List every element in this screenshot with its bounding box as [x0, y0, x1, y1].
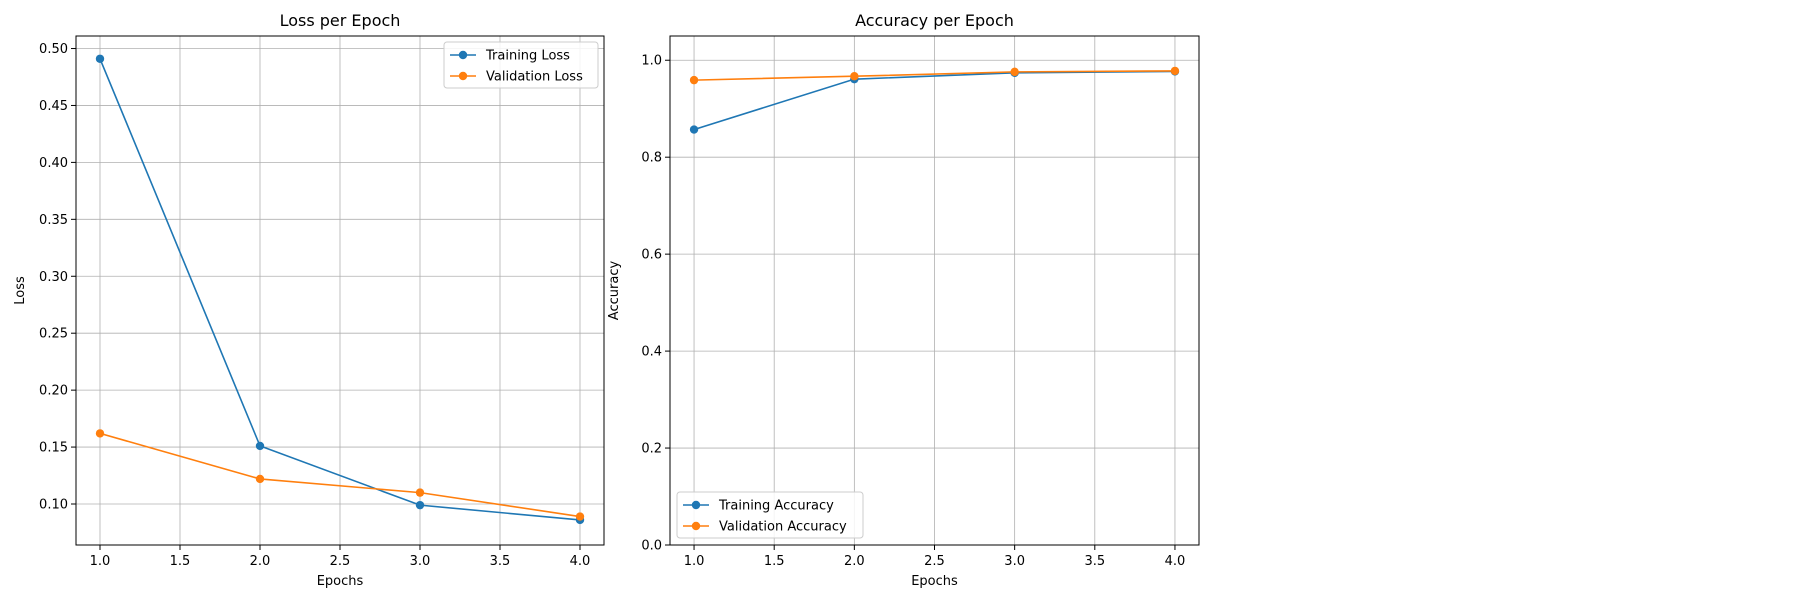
accuracy-chart-x-axis-label: Epochs — [911, 574, 958, 589]
accuracy-x-tick-label: 1.0 — [684, 554, 705, 569]
loss-chart-y-axis-label: Loss — [13, 276, 28, 305]
accuracy-y-tick-label: 1.0 — [641, 54, 662, 69]
accuracy-y-tick-label: 0.8 — [641, 151, 662, 166]
accuracy-y-tick-label: 0.6 — [641, 248, 662, 263]
loss-legend: Training Loss Validation Loss — [443, 41, 599, 89]
loss-y-tick-label: 0.35 — [39, 213, 68, 228]
loss-legend-marker-1 — [458, 71, 468, 81]
accuracy-plot-frame — [669, 35, 1200, 546]
loss-series-line-1 — [99, 432, 581, 518]
accuracy-y-tick-label: 0.2 — [641, 442, 662, 457]
accuracy-x-tick-label: 3.5 — [1084, 554, 1105, 569]
loss-x-tick-label: 1.5 — [170, 554, 191, 569]
accuracy-chart-title: Accuracy per Epoch — [855, 11, 1014, 30]
loss-legend-label-1: Validation Loss — [486, 70, 583, 85]
accuracy-data-point — [689, 125, 699, 134]
loss-x-tick-label: 3.5 — [490, 554, 511, 569]
loss-y-tick-label: 0.40 — [39, 156, 68, 171]
accuracy-chart: Accuracy per Epoch Epochs Accuracy 1.0 1.… — [607, 11, 1200, 589]
accuracy-x-tick-label: 4.0 — [1165, 554, 1186, 569]
accuracy-data-point — [689, 75, 699, 85]
accuracy-legend: Training Accuracy Validation Accuracy — [676, 491, 864, 539]
accuracy-chart-y-axis-label: Accuracy — [607, 261, 622, 321]
loss-y-tick-label: 0.45 — [39, 99, 68, 114]
loss-x-tick-label: 1.0 — [90, 554, 111, 569]
accuracy-legend-box — [676, 491, 864, 539]
loss-legend-label-0: Training Loss — [485, 49, 570, 64]
loss-plot-frame — [75, 35, 605, 546]
loss-x-tick-label: 3.0 — [410, 554, 431, 569]
loss-data-point — [415, 500, 425, 510]
accuracy-x-tick-label: 2.5 — [924, 554, 945, 569]
loss-chart-title: Loss per Epoch — [280, 11, 401, 30]
accuracy-legend-label-1: Validation Accuracy — [719, 520, 847, 535]
accuracy-y-tick-label: 0.4 — [641, 345, 662, 360]
loss-data-point — [415, 488, 425, 497]
accuracy-data-point — [1010, 67, 1019, 77]
loss-x-tick-label: 2.0 — [250, 554, 271, 569]
accuracy-x-tick-label: 1.5 — [764, 554, 785, 569]
loss-y-tick-label: 0.25 — [39, 327, 68, 342]
accuracy-data-point — [1170, 66, 1180, 76]
loss-series-line-0 — [99, 58, 581, 521]
accuracy-data-point — [850, 72, 859, 81]
accuracy-x-tick-label: 3.0 — [1004, 554, 1025, 569]
loss-data-point — [255, 441, 265, 451]
loss-legend-marker-0 — [458, 50, 468, 60]
accuracy-legend-marker-0 — [691, 500, 701, 510]
loss-x-tick-label: 4.0 — [570, 554, 591, 569]
loss-y-tick-label: 0.15 — [39, 441, 68, 456]
loss-chart-x-axis-label: Epochs — [317, 574, 364, 589]
accuracy-legend-label-0: Training Accuracy — [718, 499, 834, 514]
loss-y-tick-label: 0.10 — [39, 498, 68, 513]
loss-data-point — [575, 512, 585, 521]
loss-x-tick-label: 2.5 — [330, 554, 351, 569]
loss-y-tick-label: 0.20 — [39, 384, 68, 399]
loss-chart: Loss per Epoch Epochs Loss 1.0 1.5 2.0 2.5 3… — [13, 11, 605, 589]
loss-data-point — [255, 474, 265, 484]
accuracy-y-tick-label: 0.0 — [641, 539, 662, 554]
loss-y-tick-label: 0.50 — [39, 42, 68, 57]
accuracy-x-tick-label: 2.0 — [844, 554, 865, 569]
loss-legend-box — [443, 41, 599, 89]
accuracy-legend-marker-1 — [691, 521, 701, 531]
accuracy-series-line-1 — [694, 70, 1175, 81]
loss-data-point — [95, 429, 105, 438]
loss-chart-grid — [76, 36, 604, 545]
loss-y-tick-label: 0.30 — [39, 270, 68, 285]
loss-data-point — [95, 54, 105, 63]
